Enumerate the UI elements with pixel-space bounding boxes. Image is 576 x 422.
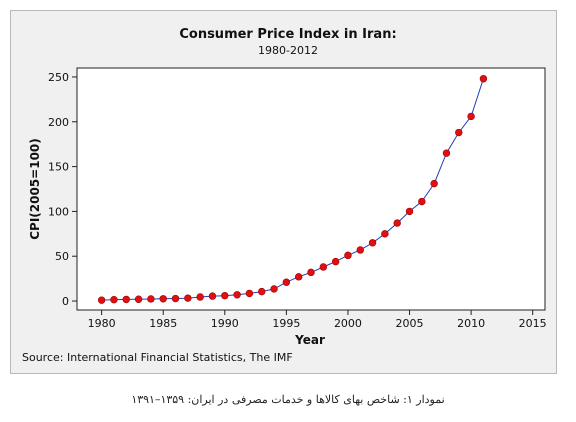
cpi-data-point xyxy=(159,295,167,303)
x-tick-label: 1985 xyxy=(149,317,177,330)
y-tick-label: 200 xyxy=(48,116,69,129)
cpi-data-point xyxy=(331,257,340,266)
cpi-data-point xyxy=(258,287,266,296)
cpi-data-point xyxy=(479,75,488,83)
cpi-data-point xyxy=(233,291,241,299)
chart-title: Consumer Price Index in Iran: xyxy=(179,27,396,42)
x-tick-label: 2000 xyxy=(334,317,362,330)
x-tick-label: 1980 xyxy=(88,317,116,330)
y-tick-label: 0 xyxy=(62,295,69,308)
cpi-data-point xyxy=(442,149,451,157)
x-axis-label: Year xyxy=(294,333,325,347)
cpi-data-point xyxy=(467,112,475,121)
y-tick-label: 150 xyxy=(48,161,69,174)
cpi-data-point xyxy=(418,197,426,206)
cpi-data-point xyxy=(405,207,414,216)
x-tick-label: 1990 xyxy=(211,317,239,330)
cpi-data-point xyxy=(319,263,328,271)
cpi-data-point xyxy=(307,268,315,277)
x-tick-label: 2015 xyxy=(519,317,547,330)
cpi-data-point xyxy=(184,294,192,302)
x-tick-label: 2010 xyxy=(457,317,485,330)
y-tick-label: 100 xyxy=(48,205,69,218)
cpi-data-point xyxy=(110,295,118,304)
x-tick-label: 1995 xyxy=(272,317,300,330)
y-tick-label: 50 xyxy=(55,250,69,263)
y-tick-label: 250 xyxy=(48,71,69,84)
cpi-data-point xyxy=(381,230,389,238)
cpi-data-point xyxy=(368,239,377,247)
y-axis-label: CPI(2005=100) xyxy=(28,138,42,240)
figure-caption: نمودار ۱: شاخص بهای کالاها و خدمات مصرفی… xyxy=(131,393,445,406)
cpi-data-point xyxy=(294,273,303,281)
cpi-data-point xyxy=(122,295,130,304)
x-tick-label: 2005 xyxy=(396,317,424,330)
cpi-data-point xyxy=(356,246,364,254)
cpi-data-point xyxy=(208,292,217,300)
cpi-data-point xyxy=(344,251,352,260)
cpi-data-point xyxy=(245,289,254,298)
cpi-data-point xyxy=(171,294,180,303)
cpi-data-point xyxy=(134,295,143,303)
cpi-data-point xyxy=(196,293,204,301)
chart-subtitle: 1980-2012 xyxy=(258,44,318,57)
cpi-data-point xyxy=(393,219,401,227)
cpi-data-point xyxy=(282,278,291,286)
cpi-data-point xyxy=(455,128,463,137)
source-note: Source: International Financial Statisti… xyxy=(22,351,293,364)
cpi-data-point xyxy=(97,296,106,304)
cpi-data-point xyxy=(270,285,278,293)
cpi-data-point xyxy=(147,295,155,303)
cpi-data-point xyxy=(430,179,438,188)
cpi-data-point xyxy=(221,291,229,300)
